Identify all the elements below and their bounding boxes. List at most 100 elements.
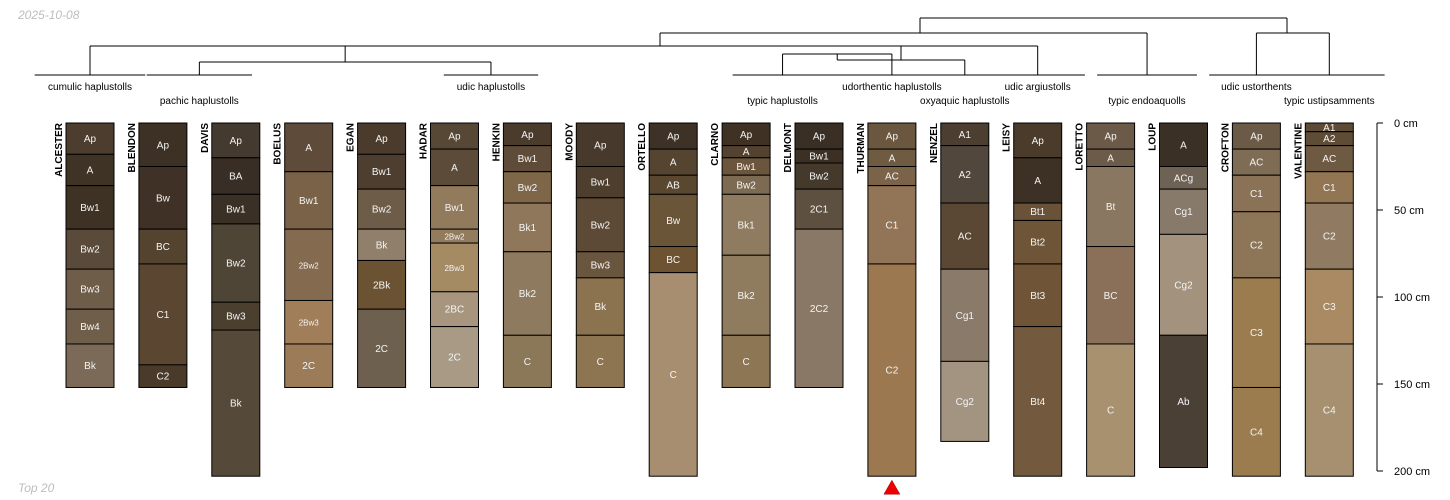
profile-boelus: A Bw1 2Bw2 2Bw3 2C BOELUS xyxy=(273,122,334,388)
horizon-label: Bt4 xyxy=(1030,397,1045,408)
horizon-label: Bk1 xyxy=(519,223,537,234)
horizon-boelus-4 xyxy=(284,343,334,388)
footer-caption: Top 20 xyxy=(18,481,55,495)
profile-name: THURMAN xyxy=(856,123,867,174)
horizon-hadar-6 xyxy=(430,326,479,388)
horizon-label: Ap xyxy=(813,132,826,143)
horizon-label: BC xyxy=(666,255,680,266)
horizon-label: Bw2 xyxy=(372,205,392,216)
horizon-label: Bk xyxy=(376,240,389,251)
horizon-label: Bw1 xyxy=(809,152,829,163)
horizon-alcester-0 xyxy=(65,122,115,155)
horizon-label: Bw xyxy=(666,216,681,227)
horizon-label: 2Bw3 xyxy=(299,319,320,328)
horizon-alcester-6 xyxy=(65,343,115,388)
horizon-label: C xyxy=(670,370,677,381)
horizon-hadar-4 xyxy=(430,242,479,293)
horizon-blendon-2 xyxy=(138,228,188,265)
horizon-label: Bw1 xyxy=(226,205,246,216)
horizon-loretto-4 xyxy=(1086,343,1136,477)
horizon-label: A xyxy=(743,147,750,158)
horizon-nenzel-3 xyxy=(940,268,990,362)
horizon-ortello-4 xyxy=(648,246,698,274)
horizon-label: Ap xyxy=(157,140,170,151)
taxon-label: udorthentic haplustolls xyxy=(842,82,942,93)
horizon-loretto-3 xyxy=(1086,246,1136,345)
horizon-label: A1 xyxy=(959,130,972,141)
horizon-label: A xyxy=(889,153,896,164)
horizon-label: Ap xyxy=(1104,132,1117,143)
horizon-label: Bw1 xyxy=(736,162,756,173)
horizon-label: A xyxy=(305,143,312,154)
highlight-marker-triangle xyxy=(883,479,901,495)
horizon-label: Bk xyxy=(84,361,97,372)
horizon-label: A xyxy=(1034,176,1041,187)
horizon-valentine-6 xyxy=(1304,343,1354,477)
profile-name: BLENDON xyxy=(127,123,138,172)
horizon-label: A xyxy=(670,158,677,169)
profile-name: EGAN xyxy=(346,123,357,152)
horizon-label: C xyxy=(742,357,749,368)
profile-moody: Ap Bw1 Bw2 Bw3 Bk C MOODY xyxy=(564,122,625,388)
profile-name: NENZEL xyxy=(929,123,940,163)
horizon-label: C2 xyxy=(157,372,170,383)
horizon-boelus-3 xyxy=(284,299,334,345)
horizon-moody-1 xyxy=(575,166,625,199)
profile-nenzel: A1 A2 AC Cg1 Cg2 NENZEL xyxy=(929,122,990,442)
horizon-hadar-2 xyxy=(430,185,479,230)
profile-name: HADAR xyxy=(419,122,430,159)
horizon-label: Ap xyxy=(886,132,899,143)
horizon-egan-4 xyxy=(357,259,407,310)
horizon-label: A xyxy=(451,163,458,174)
horizon-alcester-4 xyxy=(65,268,115,310)
horizon-nenzel-2 xyxy=(940,202,990,270)
horizon-label: Bw2 xyxy=(809,172,829,183)
date-label: 2025-10-08 xyxy=(17,8,80,22)
horizon-label: 2BC xyxy=(445,305,464,316)
horizon-label: Bw4 xyxy=(80,322,100,333)
horizon-blendon-3 xyxy=(138,263,188,366)
horizon-label: Bw3 xyxy=(226,312,246,323)
horizon-label: Ap xyxy=(1250,132,1263,143)
horizon-thurman-3 xyxy=(867,185,917,265)
horizon-thurman-4 xyxy=(867,263,917,477)
taxon-label: cumulic haplustolls xyxy=(48,82,132,93)
horizon-label: C2 xyxy=(1323,232,1336,243)
taxon-label: udic argiustolls xyxy=(1005,82,1071,93)
horizon-label: Ap xyxy=(594,140,607,151)
depth-tick-label: 150 cm xyxy=(1394,379,1430,391)
depth-axis: 0 cm 50 cm 100 cm 150 cm 200 cm xyxy=(1376,118,1430,478)
horizon-label: 2C2 xyxy=(810,304,829,315)
profile-blendon: Ap Bw BC C1 C2 BLENDON xyxy=(127,122,188,388)
horizon-label: AC xyxy=(1249,158,1263,169)
horizon-label: Ap xyxy=(1032,136,1045,147)
horizon-label: AC xyxy=(958,232,972,243)
horizon-hadar-5 xyxy=(430,291,479,328)
depth-tick-label: 100 cm xyxy=(1394,292,1430,304)
taxon-label: udic ustorthents xyxy=(1221,82,1292,93)
horizon-henkin-2 xyxy=(502,171,552,204)
horizon-label: Ap xyxy=(84,134,97,145)
horizon-blendon-4 xyxy=(138,364,188,388)
horizon-label: C4 xyxy=(1323,406,1336,417)
horizon-label: Bw1 xyxy=(518,154,538,165)
profile-name: BOELUS xyxy=(273,123,284,165)
horizon-alcester-5 xyxy=(65,308,115,345)
horizon-label: Bw2 xyxy=(736,180,756,191)
horizon-egan-5 xyxy=(357,308,407,388)
profile-name: ALCESTER xyxy=(54,122,65,177)
horizon-leisy-1 xyxy=(1013,157,1063,204)
profile-ortello: Ap A AB Bw BC C ORTELLO xyxy=(637,122,698,477)
horizon-label: 2C xyxy=(375,344,388,355)
horizon-davis-4 xyxy=(211,301,261,331)
horizon-label: Ap xyxy=(230,136,243,147)
horizon-label: C1 xyxy=(157,310,170,321)
horizon-label: Bw1 xyxy=(445,203,465,214)
horizon-label: Bw2 xyxy=(80,245,100,256)
horizon-nenzel-4 xyxy=(940,360,990,442)
profiles: Ap A Bw1 Bw2 Bw3 Bw4 Bk ALCESTER Ap Bw BC C1 C2 BLEND… xyxy=(54,122,1354,477)
horizon-label: A2 xyxy=(959,170,972,181)
horizon-loup-3 xyxy=(1159,233,1208,336)
horizon-loretto-2 xyxy=(1086,166,1136,248)
profile-clarno: Ap A Bw1 Bw2 Bk1 Bk2 C CLARNO xyxy=(710,122,771,388)
